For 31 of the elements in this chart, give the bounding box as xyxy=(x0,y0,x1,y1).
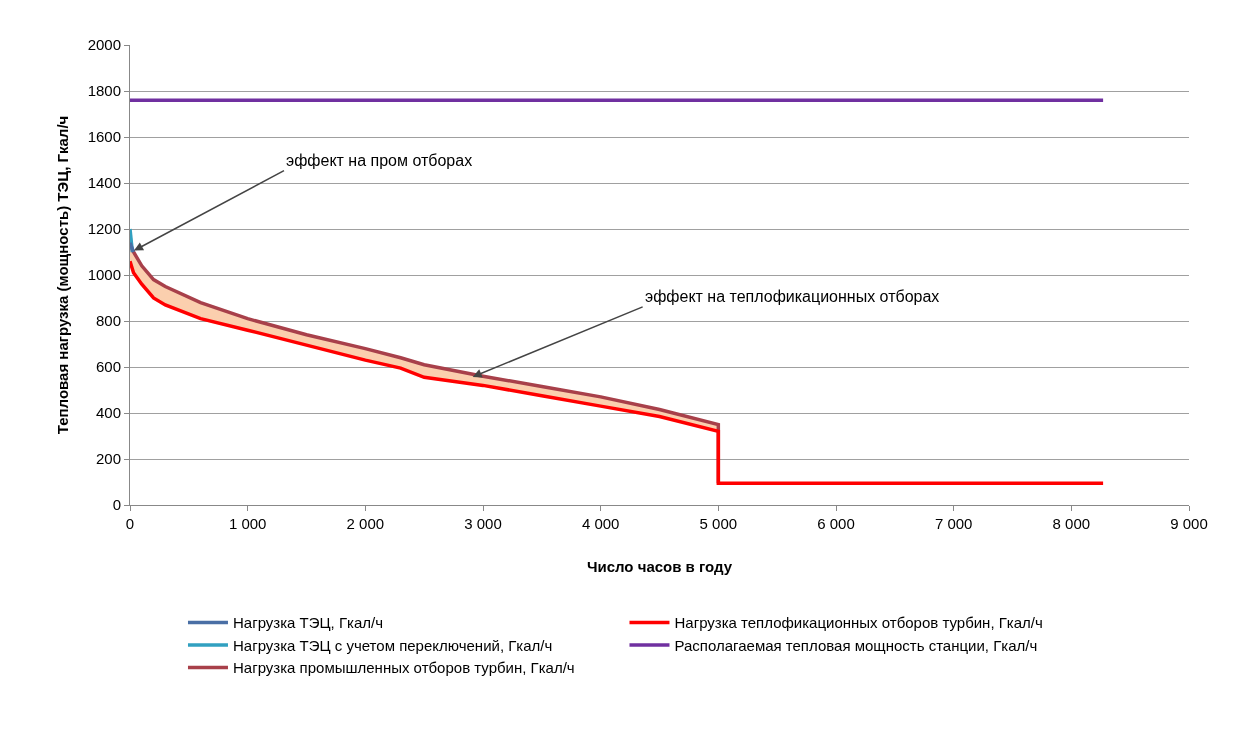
legend-label: Нагрузка теплофикационных отборов турбин, Гкал/ч xyxy=(674,614,1043,632)
x-tick-label: 6 000 xyxy=(817,515,855,532)
y-tick-label: 200 xyxy=(95,450,121,468)
x-tick-label: 5 000 xyxy=(699,515,738,532)
y-tick-label: 1200 xyxy=(87,220,121,238)
annotation: эффект на теплофикационных отборах xyxy=(645,288,940,305)
x-tick-label: 3 000 xyxy=(464,515,502,532)
x-axis-title: Число часов в году xyxy=(586,558,733,575)
x-tick-label: 8 000 xyxy=(1052,515,1091,532)
y-tick-label: 400 xyxy=(95,404,121,422)
y-tick-label: 600 xyxy=(95,358,121,376)
x-tick-label: 1 000 xyxy=(228,515,267,532)
y-tick-label: 1800 xyxy=(87,82,121,100)
x-tick-label: 2 000 xyxy=(346,515,385,532)
y-tick-label: 1600 xyxy=(87,128,121,146)
y-tick-label: 2000 xyxy=(87,36,121,54)
legend-label: Нагрузка ТЭЦ, Гкал/ч xyxy=(232,614,384,632)
annotation: эффект на пром отборах xyxy=(286,152,473,169)
x-tick-label: 0 xyxy=(125,515,135,532)
legend-label: Располагаемая тепловая мощность станции, Гкал/ч xyxy=(674,636,1038,654)
x-tick-label: 4 000 xyxy=(581,515,620,532)
legend-label: Нагрузка ТЭЦ с учетом переключений, Гкал/ч xyxy=(232,636,553,654)
x-tick-label: 7 000 xyxy=(934,515,973,532)
line-series xyxy=(130,259,1105,485)
y-axis-title: Тепловая нагрузка (мощность) ТЭЦ, Гкал/ч xyxy=(53,115,71,435)
y-tick-label: 1400 xyxy=(87,174,121,192)
y-tick-label: 1000 xyxy=(87,266,121,284)
y-tick-label: 0 xyxy=(112,496,121,514)
x-tick-label: 9 000 xyxy=(1170,515,1208,532)
legend-label: Нагрузка промышленных отборов турбин, Гкал/ч xyxy=(232,659,575,677)
y-tick-label: 800 xyxy=(95,312,121,330)
